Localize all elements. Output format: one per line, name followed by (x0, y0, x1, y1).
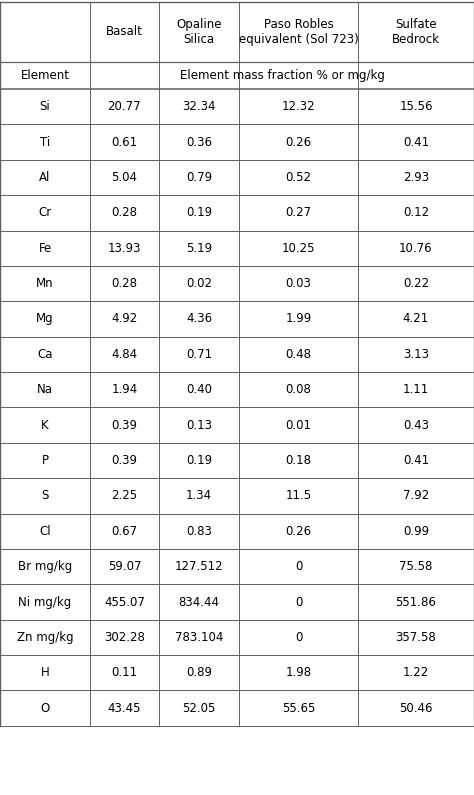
Text: Mn: Mn (36, 277, 54, 290)
Text: 0.28: 0.28 (111, 277, 137, 290)
Text: Paso Robles
equivalent (Sol 723): Paso Robles equivalent (Sol 723) (239, 17, 358, 46)
Text: 0.39: 0.39 (111, 419, 137, 432)
Text: Na: Na (37, 383, 53, 396)
Text: 0.36: 0.36 (186, 136, 212, 149)
Text: 551.86: 551.86 (395, 595, 437, 608)
Text: 0.89: 0.89 (186, 666, 212, 679)
Text: 5.19: 5.19 (186, 242, 212, 254)
Text: 0.41: 0.41 (403, 454, 429, 467)
Text: 0.11: 0.11 (111, 666, 137, 679)
Text: Ti: Ti (40, 136, 50, 149)
Text: 302.28: 302.28 (104, 631, 145, 644)
Text: O: O (40, 702, 50, 715)
Text: 5.04: 5.04 (111, 171, 137, 184)
Text: 0.67: 0.67 (111, 525, 137, 537)
Text: 0.19: 0.19 (186, 207, 212, 219)
Text: 0.83: 0.83 (186, 525, 212, 537)
Text: 0: 0 (295, 595, 302, 608)
Text: S: S (41, 490, 49, 502)
Text: 10.25: 10.25 (282, 242, 315, 254)
Text: 0.22: 0.22 (403, 277, 429, 290)
Text: 0.26: 0.26 (285, 136, 312, 149)
Text: 4.36: 4.36 (186, 312, 212, 325)
Text: 1.22: 1.22 (403, 666, 429, 679)
Text: 0.19: 0.19 (186, 454, 212, 467)
Text: Basalt: Basalt (106, 25, 143, 38)
Text: 3.13: 3.13 (403, 348, 429, 361)
Text: 0: 0 (295, 631, 302, 644)
Text: Al: Al (39, 171, 51, 184)
Text: 0.03: 0.03 (286, 277, 311, 290)
Text: 1.98: 1.98 (285, 666, 312, 679)
Text: 127.512: 127.512 (175, 560, 223, 573)
Text: 1.94: 1.94 (111, 383, 137, 396)
Text: 455.07: 455.07 (104, 595, 145, 608)
Text: 75.58: 75.58 (399, 560, 433, 573)
Text: Element mass fraction % or mg/kg: Element mass fraction % or mg/kg (180, 69, 384, 82)
Text: 0.43: 0.43 (403, 419, 429, 432)
Text: 0.52: 0.52 (286, 171, 311, 184)
Text: 0.18: 0.18 (286, 454, 311, 467)
Text: Si: Si (40, 100, 50, 113)
Text: 4.21: 4.21 (403, 312, 429, 325)
Text: 4.92: 4.92 (111, 312, 137, 325)
Text: Cr: Cr (38, 207, 52, 219)
Text: 55.65: 55.65 (282, 702, 315, 715)
Text: K: K (41, 419, 49, 432)
Text: Zn mg/kg: Zn mg/kg (17, 631, 73, 644)
Text: 1.11: 1.11 (403, 383, 429, 396)
Text: 15.56: 15.56 (399, 100, 433, 113)
Text: 0.26: 0.26 (285, 525, 312, 537)
Text: 13.93: 13.93 (108, 242, 141, 254)
Text: P: P (42, 454, 48, 467)
Text: 1.34: 1.34 (186, 490, 212, 502)
Text: 0.99: 0.99 (403, 525, 429, 537)
Text: 0.13: 0.13 (186, 419, 212, 432)
Text: 2.25: 2.25 (111, 490, 137, 502)
Text: 43.45: 43.45 (108, 702, 141, 715)
Text: 1.99: 1.99 (285, 312, 312, 325)
Text: 0.71: 0.71 (186, 348, 212, 361)
Text: Br mg/kg: Br mg/kg (18, 560, 72, 573)
Text: 59.07: 59.07 (108, 560, 141, 573)
Text: 0.41: 0.41 (403, 136, 429, 149)
Text: Ni mg/kg: Ni mg/kg (18, 595, 72, 608)
Text: 0.28: 0.28 (111, 207, 137, 219)
Text: 783.104: 783.104 (175, 631, 223, 644)
Text: 0.61: 0.61 (111, 136, 137, 149)
Text: 0.27: 0.27 (285, 207, 312, 219)
Text: Opaline
Silica: Opaline Silica (176, 17, 222, 46)
Text: 0.48: 0.48 (286, 348, 311, 361)
Text: 2.93: 2.93 (403, 171, 429, 184)
Text: 0.79: 0.79 (186, 171, 212, 184)
Text: 4.84: 4.84 (111, 348, 137, 361)
Text: 357.58: 357.58 (396, 631, 436, 644)
Text: Mg: Mg (36, 312, 54, 325)
Text: 0.08: 0.08 (286, 383, 311, 396)
Text: 834.44: 834.44 (179, 595, 219, 608)
Text: 0: 0 (295, 560, 302, 573)
Text: Fe: Fe (38, 242, 52, 254)
Text: H: H (41, 666, 49, 679)
Text: Ca: Ca (37, 348, 53, 361)
Text: 52.05: 52.05 (182, 702, 216, 715)
Text: Element: Element (20, 69, 70, 82)
Text: 20.77: 20.77 (108, 100, 141, 113)
Text: 0.40: 0.40 (186, 383, 212, 396)
Text: 0.39: 0.39 (111, 454, 137, 467)
Text: Cl: Cl (39, 525, 51, 537)
Text: Sulfate
Bedrock: Sulfate Bedrock (392, 17, 440, 46)
Text: 32.34: 32.34 (182, 100, 216, 113)
Text: 0.01: 0.01 (286, 419, 311, 432)
Text: 12.32: 12.32 (282, 100, 315, 113)
Text: 7.92: 7.92 (403, 490, 429, 502)
Text: 0.02: 0.02 (186, 277, 212, 290)
Text: 10.76: 10.76 (399, 242, 433, 254)
Text: 0.12: 0.12 (403, 207, 429, 219)
Text: 50.46: 50.46 (399, 702, 433, 715)
Text: 11.5: 11.5 (285, 490, 312, 502)
